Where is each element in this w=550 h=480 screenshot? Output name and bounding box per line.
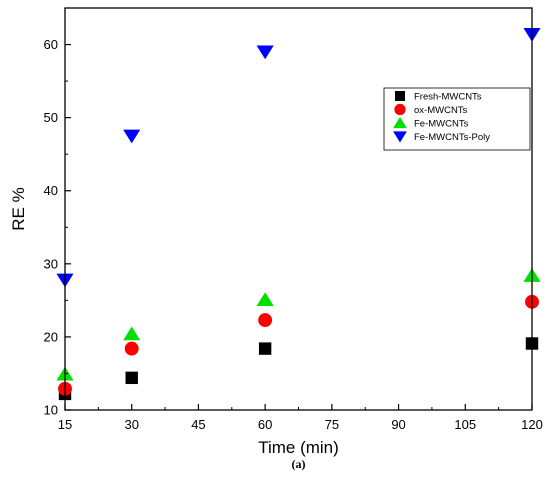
data-point	[258, 342, 272, 355]
legend-label: ox-MWCNTs	[414, 105, 468, 116]
x-tick-label: 75	[325, 417, 339, 432]
x-tick-label: 30	[124, 417, 138, 432]
legend-label: Fe-MWCNTs-Poly	[414, 132, 490, 143]
x-tick-label: 45	[191, 417, 205, 432]
y-axis: 10 20 30 40 50 60	[44, 37, 71, 418]
y-tick-label: 30	[44, 256, 58, 271]
x-tick-label: 90	[391, 417, 405, 432]
data-point	[123, 326, 141, 341]
data-point	[258, 313, 273, 328]
x-axis-title: Time (min)	[258, 438, 339, 457]
legend-label: Fe-MWCNTs	[414, 119, 469, 130]
legend-box	[383, 87, 531, 151]
x-tick-label: 15	[58, 417, 72, 432]
legend-marker	[394, 103, 406, 116]
figure-caption: (a)	[292, 457, 306, 471]
x-tick-label: 60	[258, 417, 272, 432]
y-tick-label: 10	[44, 403, 58, 418]
y-axis-title: RE %	[9, 187, 28, 230]
data-point	[124, 341, 139, 356]
legend-label: Fresh-MWCNTs	[414, 92, 482, 103]
data-point	[256, 292, 274, 306]
legend: Fresh-MWCNTs ox-MWCNTs Fe-MWCNTs Fe-MWCNTs-…	[383, 87, 531, 151]
data-point	[123, 129, 141, 144]
data-markers	[56, 27, 541, 401]
y-tick-label: 40	[44, 183, 58, 198]
legend-marker	[395, 91, 405, 101]
x-tick-label: 120	[521, 417, 543, 432]
data-point	[125, 371, 138, 385]
y-tick-label: 20	[44, 329, 58, 344]
legend-marker	[393, 131, 407, 143]
legend-marker	[393, 117, 407, 129]
data-point	[256, 45, 274, 60]
y-tick-label: 50	[44, 110, 58, 125]
x-tick-label: 105	[454, 417, 476, 432]
x-axis: 15 30 45 60 75 90 105 120	[58, 404, 543, 432]
y-tick-label: 60	[44, 37, 58, 52]
